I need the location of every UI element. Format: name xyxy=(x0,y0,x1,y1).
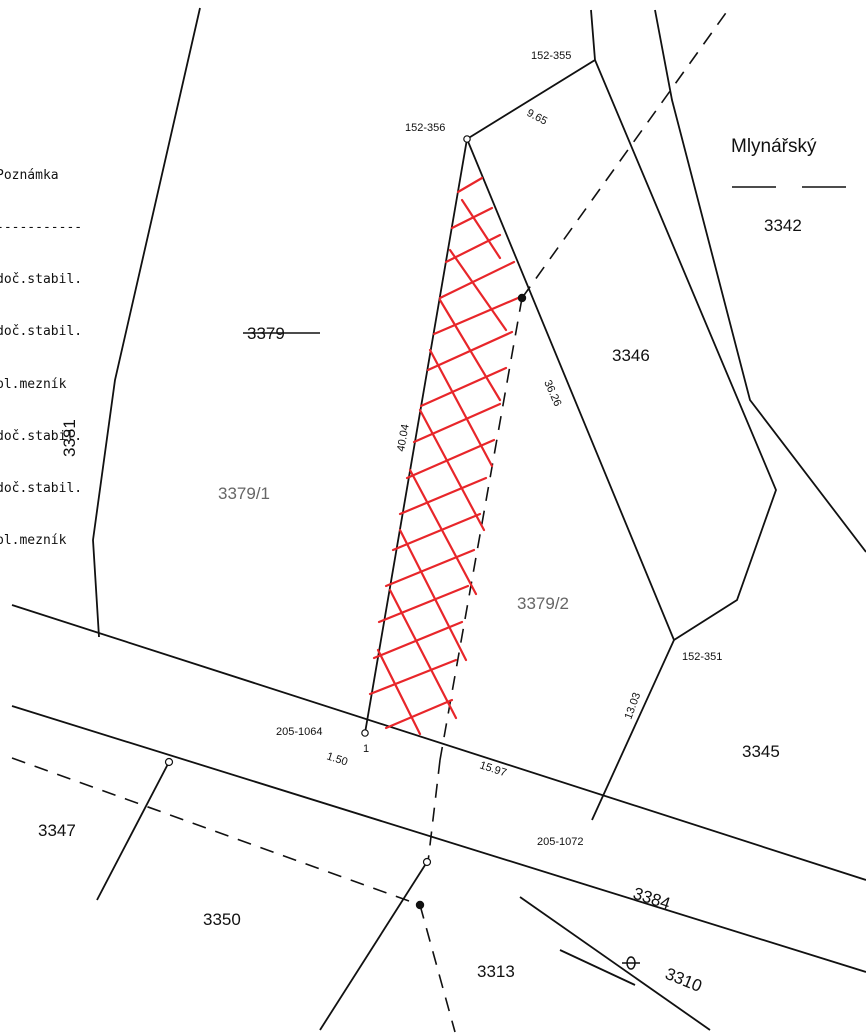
parcel-label-3310: 3310 xyxy=(663,964,705,996)
point-labels: 152-355 152-356 152-351 205-1064 205-107… xyxy=(276,50,722,848)
hatch-stroke xyxy=(428,348,494,468)
hatch-stroke xyxy=(405,438,496,480)
hatch-stroke xyxy=(432,296,520,336)
survey-points xyxy=(164,135,527,910)
parcel-label-3345: 3345 xyxy=(742,742,780,761)
point-solid-north xyxy=(517,293,527,303)
hatch-stroke xyxy=(398,476,488,516)
parcel-label-3313: 3313 xyxy=(477,962,515,981)
parcel-label-3379-1: 3379/1 xyxy=(218,484,270,503)
point-label-205-1072: 205-1072 xyxy=(537,836,584,848)
hatch-stroke xyxy=(418,408,486,532)
hatch-stroke xyxy=(456,176,484,194)
dashed-south xyxy=(419,904,456,1033)
locality-name: Mlynářský xyxy=(731,136,817,157)
point-label-152-351: 152-351 xyxy=(682,651,722,663)
point-west-marker xyxy=(164,757,174,767)
point-label-152-356: 152-356 xyxy=(405,122,445,134)
point-152-356-marker xyxy=(463,135,471,143)
parcel-label-3346: 3346 xyxy=(612,346,650,365)
hatch-stroke xyxy=(372,620,464,660)
boundary-3313-west xyxy=(319,861,428,1031)
parcel-label-3381: 3381 xyxy=(60,419,79,457)
red-hatch-area xyxy=(368,176,520,736)
dashed-3379-2-east xyxy=(439,297,523,761)
boundary-3347-3350 xyxy=(96,761,170,901)
hatch-stroke xyxy=(384,548,476,588)
boundary-3310-north xyxy=(519,896,711,1031)
parcel-label-3347: 3347 xyxy=(38,821,76,840)
hatch-stroke xyxy=(419,366,508,408)
point-solid-south xyxy=(415,900,425,910)
measure-36-26: 36.26 xyxy=(541,378,563,408)
measure-40-04: 40.04 xyxy=(395,423,412,452)
boundary-road-south xyxy=(11,705,866,973)
point-south-marker xyxy=(422,857,432,867)
hatch-stroke xyxy=(377,584,470,624)
point-label-1: 1 xyxy=(363,743,369,755)
legend-row: doč.stabil. xyxy=(0,428,83,444)
legend-separator: ----------- xyxy=(0,220,83,236)
parcel-label-3379: 3379 xyxy=(247,324,285,343)
dashed-ne xyxy=(521,9,729,299)
parcel-labels: 3379 3379/1 3379/2 3381 3346 3345 3347 3… xyxy=(38,324,780,996)
legend-title: Poznámka xyxy=(0,167,59,183)
boundary-road-north xyxy=(11,604,866,881)
point-205-1064-marker xyxy=(361,729,369,737)
hatch-stroke xyxy=(448,248,508,332)
boundary-east-road xyxy=(654,9,866,553)
dashed-lines xyxy=(11,9,729,1033)
boundary-mark xyxy=(622,956,640,970)
point-label-152-355: 152-355 xyxy=(531,50,571,62)
parcel-boundaries xyxy=(11,7,866,1031)
boundary-3381 xyxy=(92,7,201,638)
parcel-label-3384: 3384 xyxy=(631,884,673,914)
legend-row: doč.stabil. xyxy=(0,272,83,288)
boundary-3346-east xyxy=(594,59,777,641)
hatch-stroke xyxy=(384,698,454,730)
dashed-west xyxy=(11,757,421,906)
hatch-stroke xyxy=(408,468,478,596)
hatch-stroke xyxy=(398,528,468,662)
dashed-continuation-south xyxy=(427,759,441,863)
parcel-label-3379-2: 3379/2 xyxy=(517,594,569,613)
legend-row: doč.stabil. xyxy=(0,324,83,340)
locality-parcel: 3342 xyxy=(764,216,802,235)
hatch-stroke xyxy=(388,588,458,720)
measure-1-50: 1.50 xyxy=(325,750,349,768)
legend-row: pl.mezník xyxy=(0,376,67,392)
boundary-3379-2-west xyxy=(364,138,468,734)
legend-row: pl.mezník xyxy=(0,533,67,549)
hatch-stroke xyxy=(450,206,494,230)
parcel-label-3350: 3350 xyxy=(203,910,241,929)
boundary-3345 xyxy=(591,639,675,821)
point-label-205-1064: 205-1064 xyxy=(276,726,323,738)
hatch-stroke xyxy=(438,260,516,300)
hatch-stroke xyxy=(412,402,502,444)
hatch-stroke xyxy=(460,198,502,260)
hatch-stroke xyxy=(376,648,422,736)
measure-13-03: 13.03 xyxy=(623,691,644,721)
hatch-stroke xyxy=(368,658,458,696)
boundary-3346-west xyxy=(466,138,675,641)
measure-9-65: 9.65 xyxy=(525,107,550,128)
hatch-stroke xyxy=(444,233,502,264)
hatch-stroke xyxy=(438,298,502,402)
boundary-3310-mid xyxy=(559,949,636,986)
legend: Poznámka ----------- doč.stabil. doč.sta… xyxy=(0,132,82,567)
legend-row: doč.stabil. xyxy=(0,481,83,497)
